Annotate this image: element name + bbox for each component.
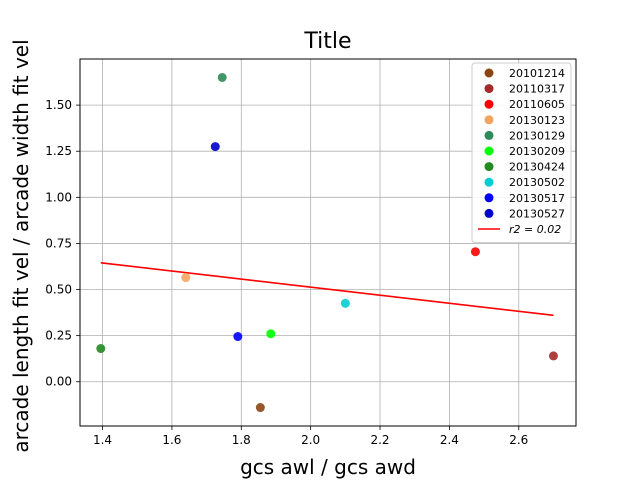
legend-label-fit: r2 = 0.02 <box>509 223 561 236</box>
legend-marker <box>484 84 494 94</box>
data-point-20130502 <box>340 298 350 308</box>
legend-label: 20130209 <box>509 145 565 158</box>
y-tick-label: 0.75 <box>45 236 72 250</box>
legend-marker <box>484 115 494 125</box>
legend-label: 20130517 <box>509 192 565 205</box>
x-axis-label: gcs awl / gcs awd <box>240 455 416 479</box>
data-points <box>96 72 558 413</box>
legend-box <box>471 62 572 244</box>
x-tick-label: 1.8 <box>232 433 251 447</box>
data-point-20130123 <box>181 273 191 283</box>
legend: 20101214 20110317 20110605 20130123 20130129… <box>471 62 572 244</box>
data-point-20130517 <box>233 332 243 342</box>
fit-line <box>100 261 554 317</box>
data-point-20130209 <box>266 329 276 339</box>
y-tick-label: 0.50 <box>45 283 72 297</box>
legend-marker <box>484 146 494 156</box>
plot-frame <box>79 58 577 427</box>
legend-label: 20101214 <box>509 67 565 80</box>
legend-marker <box>484 193 494 203</box>
legend-marker <box>484 162 494 172</box>
x-tick-label: 2.2 <box>370 433 389 447</box>
y-tick-label: 0.25 <box>45 329 72 343</box>
y-tick-label: 1.00 <box>45 190 72 204</box>
data-point-20110605 <box>470 247 480 257</box>
legend-marker <box>484 99 494 109</box>
data-point-20130129 <box>217 72 227 82</box>
legend-label: 20110317 <box>509 83 565 96</box>
y-axis-ticks: 0.00 0.25 0.50 0.75 1.00 1.25 1.50 <box>45 98 80 389</box>
chart-title: Title <box>303 29 351 54</box>
y-axis-label: arcade length fit vel / arcade width fit… <box>9 39 33 452</box>
legend-label: 20130123 <box>509 114 565 127</box>
y-tick-label: 1.25 <box>45 144 72 158</box>
data-point-20110317 <box>548 351 558 361</box>
x-tick-label: 2.6 <box>509 433 528 447</box>
data-point-20130527 <box>210 142 220 152</box>
x-tick-label: 1.6 <box>162 433 181 447</box>
legend-marker <box>484 130 494 140</box>
legend-marker <box>484 208 494 218</box>
x-tick-label: 1.4 <box>93 433 112 447</box>
legend-marker <box>484 68 494 78</box>
legend-label: 20130129 <box>509 129 565 142</box>
x-axis-ticks: 1.4 1.6 1.8 2.0 2.2 2.4 2.6 <box>93 426 528 447</box>
x-tick-label: 2.0 <box>301 433 320 447</box>
legend-marker <box>484 177 494 187</box>
legend-label: 20130527 <box>509 207 565 220</box>
legend-label: 20130502 <box>509 176 565 189</box>
fit-line-layer <box>100 261 554 317</box>
y-tick-label: 0.00 <box>45 375 72 389</box>
legend-label: 20130424 <box>509 161 565 174</box>
data-point-20130424 <box>96 344 106 354</box>
y-tick-label: 1.50 <box>45 98 72 112</box>
legend-label: 20110605 <box>509 98 565 111</box>
x-tick-label: 2.4 <box>440 433 459 447</box>
data-point-20101214 <box>255 403 265 413</box>
